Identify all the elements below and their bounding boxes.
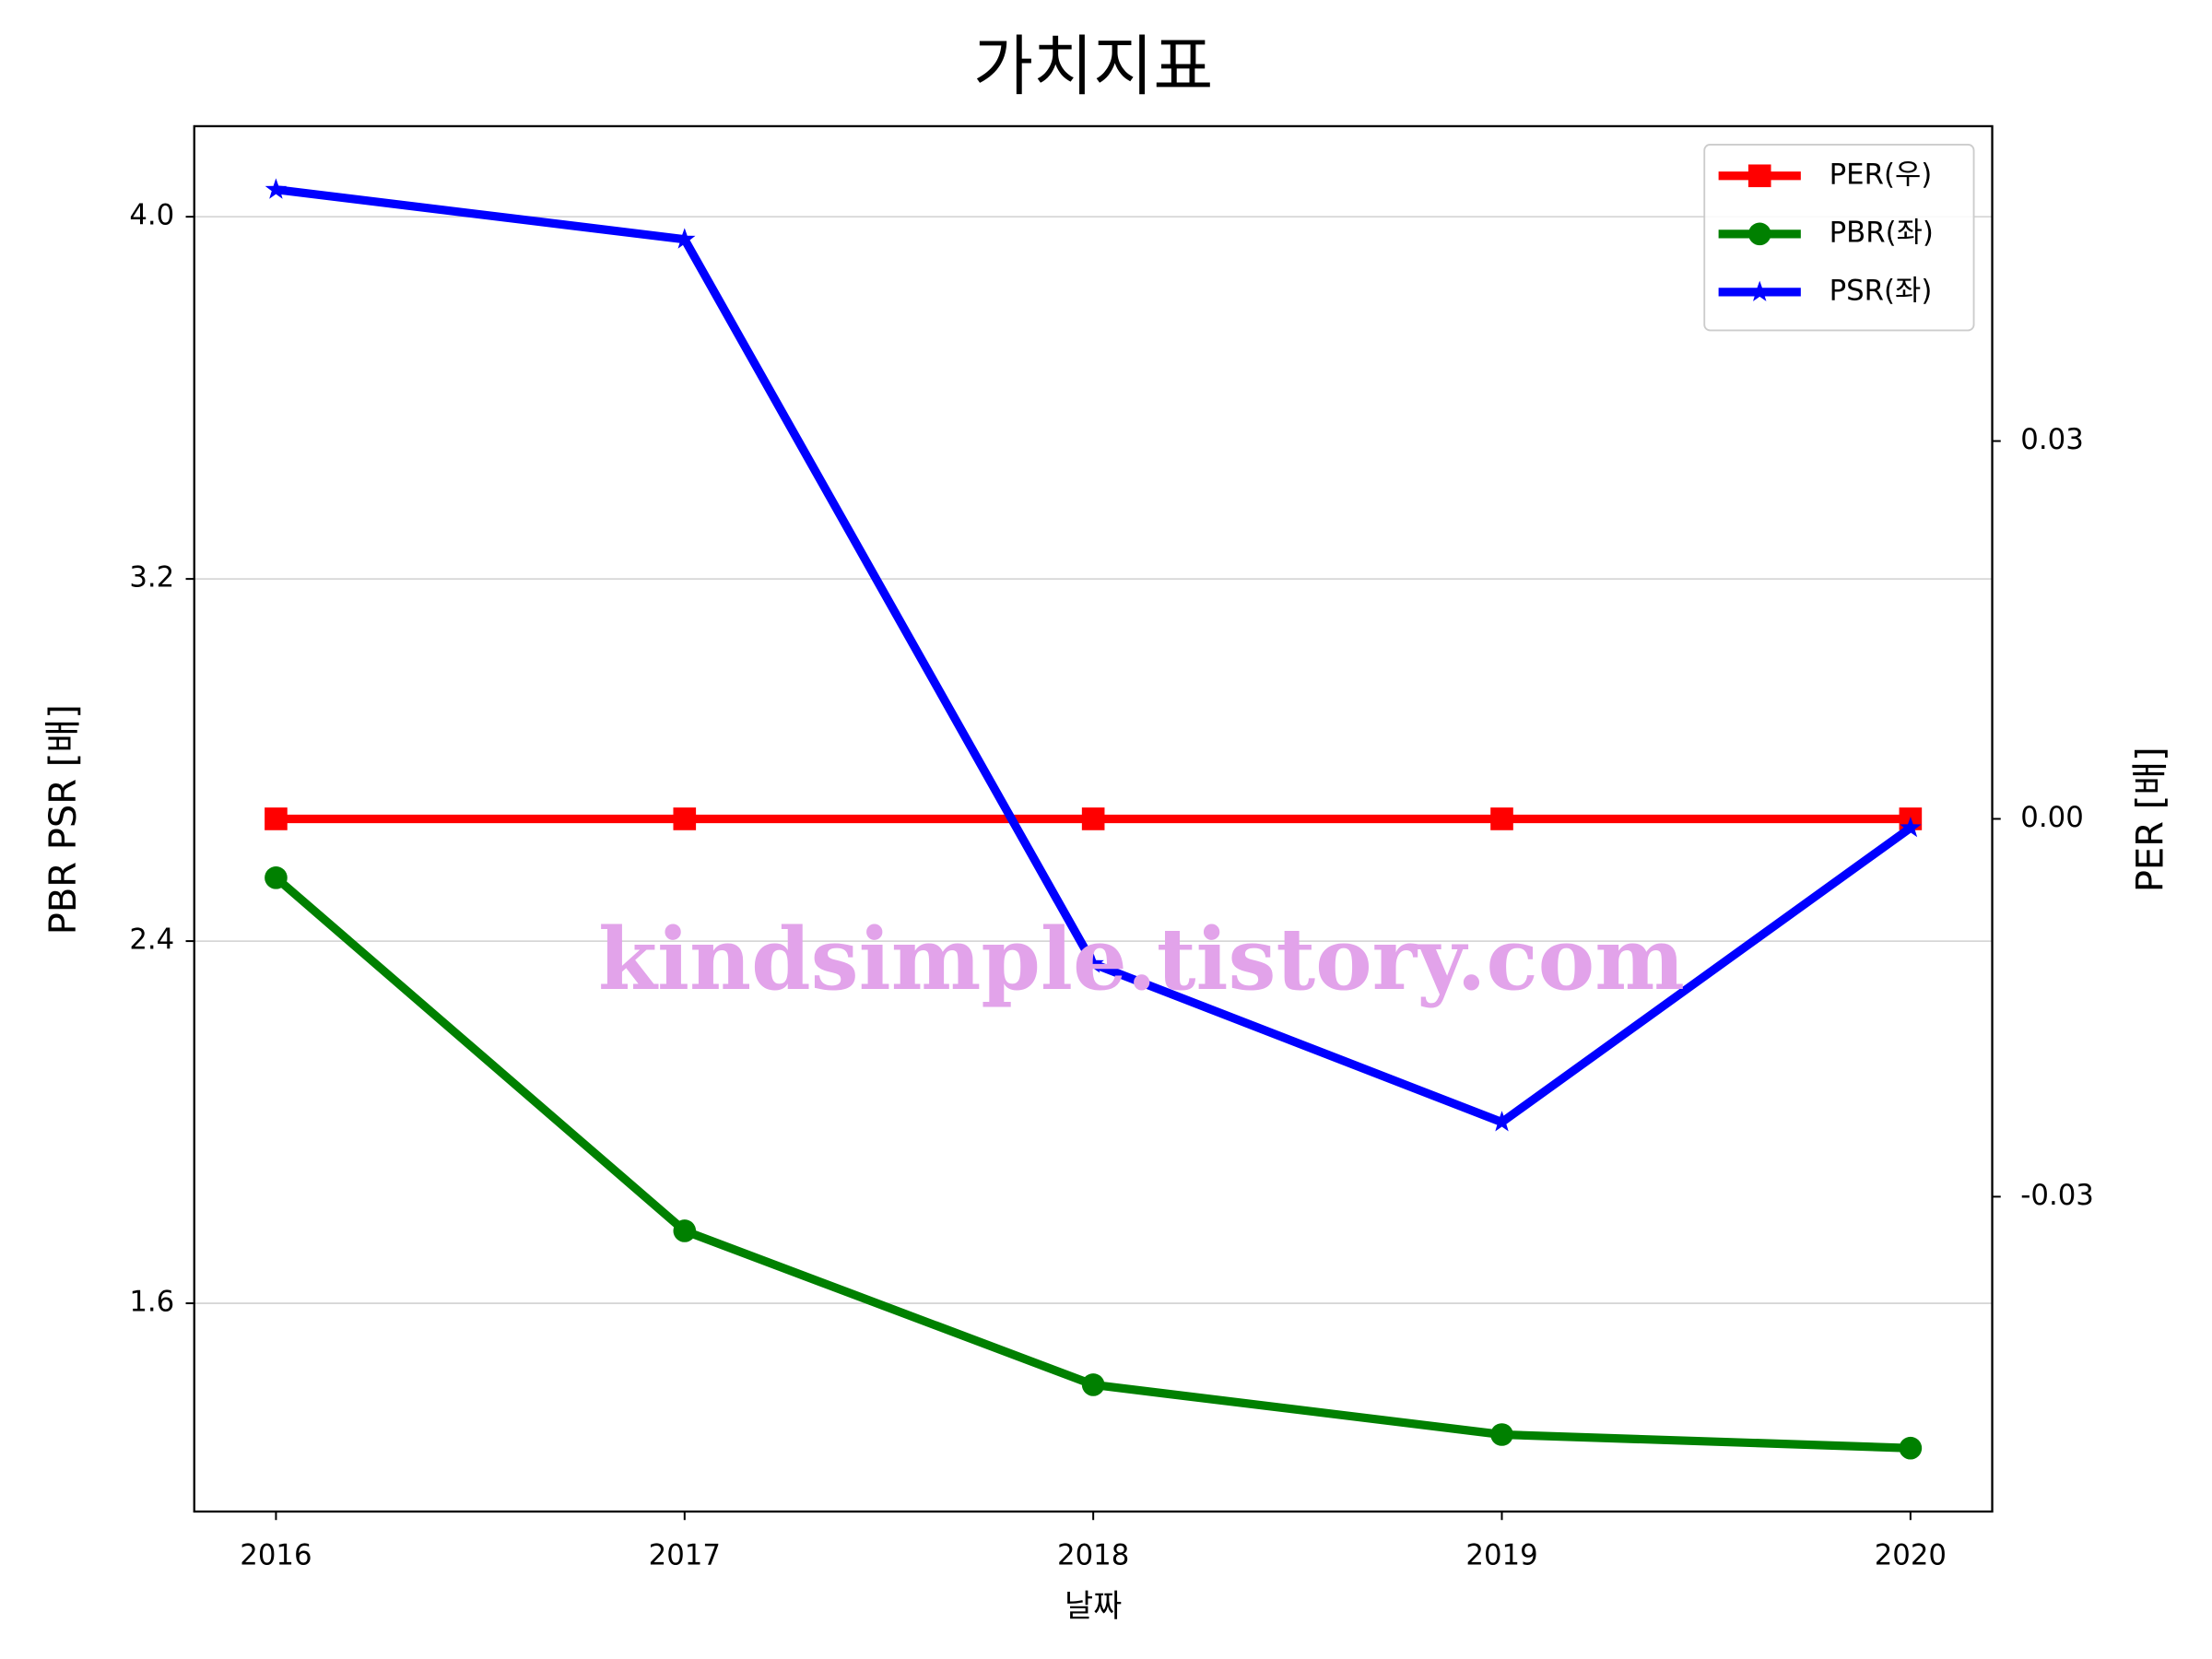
y-tick-label: 3.2 [129,561,174,594]
marker [674,228,696,249]
marker [1490,1423,1513,1446]
y2-tick-label: -0.03 [2020,1179,2094,1212]
legend-box [1703,143,1975,332]
legend-label: PBR(좌) [1830,216,1934,249]
y2-tick-label: 0.03 [2020,423,2083,456]
chart-title: 가치지표 [973,28,1213,104]
y-axis-label: PBR PSR [배] [42,704,85,935]
marker [1081,807,1105,830]
marker [265,178,288,199]
marker [1490,807,1513,830]
x-tick-label: 2017 [649,1539,721,1572]
x-tick-label: 2020 [1875,1539,1947,1572]
y-tick-label: 4.0 [129,199,174,232]
marker [1490,1111,1513,1132]
marker [1081,1373,1105,1396]
marker [1747,222,1771,246]
y2-axis-label: PER [배] [2129,747,2171,892]
marker [265,866,288,889]
y-tick-label: 2.4 [129,924,174,957]
y-tick-label: 1.6 [129,1286,174,1319]
legend-label: PER(우) [1830,158,1933,191]
marker [1900,817,1922,838]
x-tick-label: 2016 [240,1539,312,1572]
x-axis-label: 날짜 [1065,1588,1122,1624]
x-tick-label: 2018 [1057,1539,1129,1572]
marker [673,1219,697,1242]
marker [1747,164,1771,188]
x-tick-label: 2019 [1465,1539,1537,1572]
legend-label: PSR(좌) [1830,274,1933,307]
y2-tick-label: 0.00 [2020,801,2083,834]
marker [1082,952,1104,973]
marker [265,807,288,830]
marker [1899,1436,1923,1460]
watermark: kindsimple.tistory.com [598,909,1685,1009]
plot-frame [193,124,1994,1513]
marker [1748,280,1771,301]
marker [673,807,697,830]
